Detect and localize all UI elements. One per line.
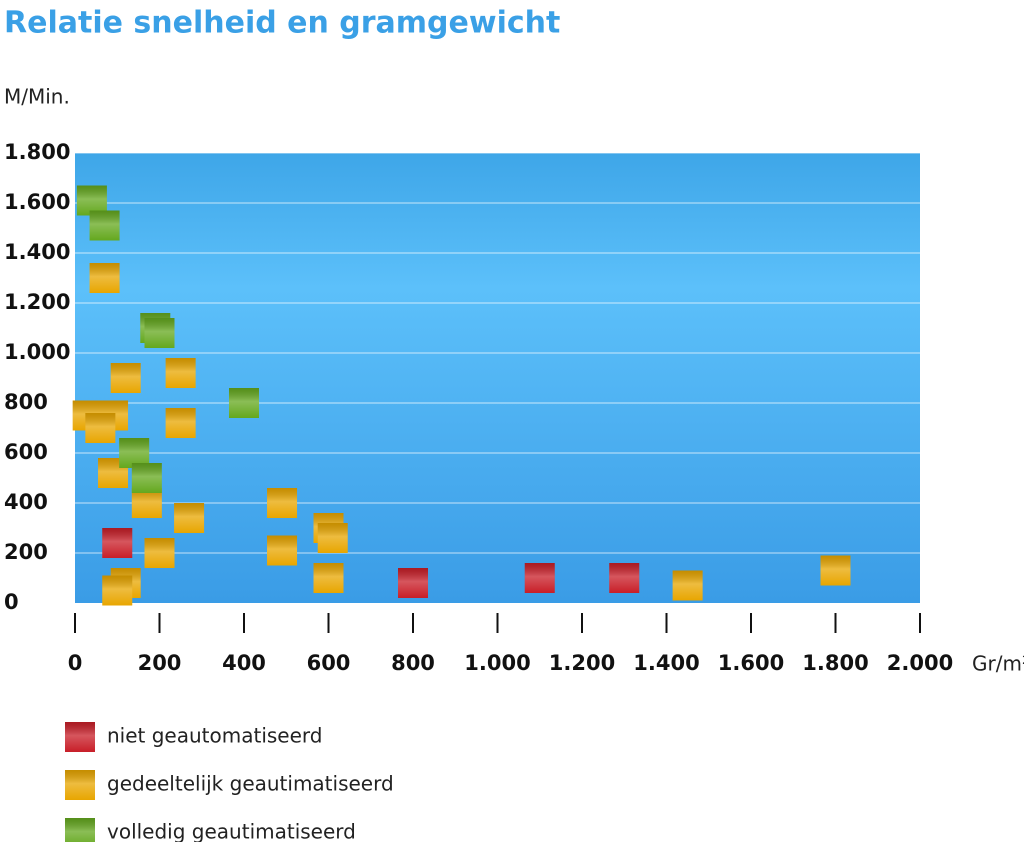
x-tick-label: 0 (68, 651, 83, 675)
x-tick-label: 1.000 (464, 651, 530, 675)
marker-shine (131, 463, 162, 493)
legend-swatch-shine (65, 818, 95, 842)
marker-shine (165, 408, 196, 438)
y-tick-label: 1.000 (4, 340, 70, 364)
marker-shine (165, 358, 196, 388)
legend-swatch-shine (65, 770, 95, 800)
y-tick-label: 800 (4, 390, 48, 414)
marker-shine (229, 388, 259, 418)
x-tick-label: 800 (391, 651, 435, 675)
plot-area (75, 153, 920, 603)
marker-shine (89, 210, 120, 241)
legend-label: gedeeltelijk geautimatiseerd (107, 772, 394, 796)
x-tick-label: 600 (307, 651, 351, 675)
marker-shine (144, 538, 175, 568)
marker-shine (820, 555, 851, 586)
y-axis-label: M/Min. (4, 85, 70, 109)
marker-shine (609, 563, 640, 593)
y-tick-label: 600 (4, 440, 48, 464)
marker-shine (317, 523, 348, 553)
x-axis-label: Gr/m² (972, 652, 1024, 676)
marker-shine (267, 488, 298, 518)
y-tick-label: 0 (4, 590, 19, 614)
marker-shine (267, 535, 298, 566)
marker-shine (144, 318, 175, 348)
marker-shine (313, 563, 344, 593)
y-tick-label: 1.800 (4, 140, 70, 164)
marker-shine (110, 363, 141, 393)
y-tick-label: 200 (4, 540, 48, 564)
marker-shine (398, 568, 428, 598)
y-tick-label: 400 (4, 490, 48, 514)
legend-label: volledig geautimatiseerd (107, 820, 356, 842)
marker-shine (89, 263, 120, 293)
y-tick-label: 1.400 (4, 240, 70, 264)
legend-swatch-shine (65, 722, 95, 752)
x-tick-label: 1.200 (549, 651, 615, 675)
marker-shine (102, 575, 133, 606)
x-tick-label: 2.000 (887, 651, 953, 675)
x-tick-label: 1.800 (802, 651, 868, 675)
marker-shine (85, 413, 116, 443)
marker-shine (672, 570, 703, 601)
x-tick-label: 400 (222, 651, 266, 675)
x-tick-label: 200 (138, 651, 182, 675)
marker-shine (174, 503, 205, 533)
x-tick-label: 1.600 (718, 651, 784, 675)
marker-shine (524, 563, 555, 593)
chart-title: Relatie snelheid en gramgewicht (4, 6, 560, 41)
legend-label: niet geautomatiseerd (107, 724, 322, 748)
x-tick-label: 1.400 (633, 651, 699, 675)
y-tick-label: 1.200 (4, 290, 70, 314)
marker-shine (102, 528, 133, 558)
y-tick-label: 1.600 (4, 190, 70, 214)
